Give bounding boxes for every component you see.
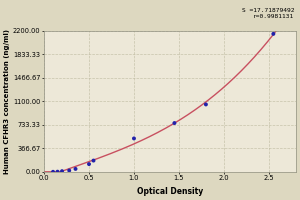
Point <box>67 169 72 172</box>
Point <box>172 121 177 125</box>
X-axis label: Optical Density: Optical Density <box>137 187 203 196</box>
Point <box>87 163 92 166</box>
Point <box>51 170 56 173</box>
Y-axis label: Human CFHR3 concentration (ng/ml): Human CFHR3 concentration (ng/ml) <box>4 29 10 174</box>
Point <box>132 137 136 140</box>
Point <box>271 32 276 35</box>
Point <box>203 103 208 106</box>
Point <box>73 167 78 171</box>
Text: S =17.71879492
r=0.9981131: S =17.71879492 r=0.9981131 <box>242 8 294 19</box>
Point <box>55 170 60 173</box>
Point <box>60 170 64 173</box>
Point <box>91 159 96 162</box>
